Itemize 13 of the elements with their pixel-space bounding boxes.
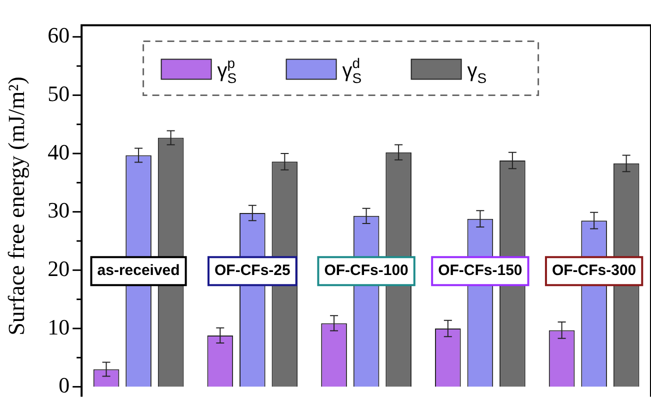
y-tick-label: 60 <box>48 22 70 48</box>
y-tick-label: 30 <box>48 198 70 223</box>
y-tick-label: 40 <box>48 139 70 164</box>
y-tick-label: 20 <box>48 256 70 281</box>
y-tick-label: 10 <box>48 314 70 340</box>
x-tick-label: OF-CFs-25 <box>214 262 290 280</box>
x-tick-label: as-received <box>97 262 180 280</box>
x-tick-label: OF-CFs-300 <box>552 262 636 280</box>
y-tick-label: 0 <box>58 372 70 398</box>
x-tick-label: OF-CFs-100 <box>324 262 408 280</box>
y-axis-title: Surface free energy (mJ/m²) <box>4 76 29 336</box>
y-tick-label: 50 <box>48 80 70 106</box>
x-tick-label: OF-CFs-150 <box>438 262 522 280</box>
